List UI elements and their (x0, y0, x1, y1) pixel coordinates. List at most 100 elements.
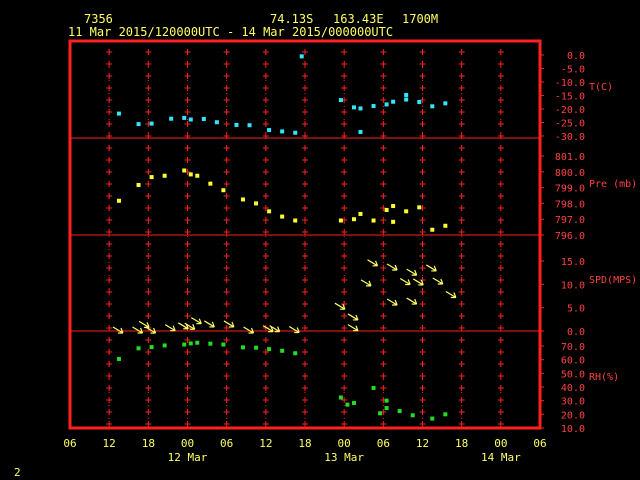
wind-arrow (132, 326, 144, 334)
rh-point (116, 356, 121, 361)
pressure-point (188, 172, 193, 177)
wind-arrow (145, 326, 157, 334)
rh-point (384, 406, 389, 411)
latitude: 74.13S (270, 12, 314, 26)
panel-label: T(C) (589, 82, 613, 93)
x-tick-label: 18 (455, 437, 468, 450)
y-tick-label: -20.0 (555, 105, 585, 116)
wind-arrow (269, 325, 281, 333)
pressure-point (384, 207, 389, 212)
temp-point (149, 121, 154, 126)
pressure-point (208, 181, 213, 186)
y-tick-label: -30.0 (555, 132, 585, 143)
rh-point (195, 340, 200, 345)
rh-point (182, 342, 187, 347)
pressure-point (391, 204, 396, 209)
rh-point (149, 345, 154, 350)
temp-point (358, 106, 363, 111)
wind-arrow (243, 326, 255, 334)
pressure-point (417, 205, 422, 210)
wind-arrow (399, 277, 411, 286)
temp-point (404, 92, 409, 97)
longitude: 163.43E (333, 12, 384, 26)
y-tick-label: 30.0 (561, 397, 585, 408)
x-tick-label: 00 (494, 437, 507, 450)
y-tick-label: -15.0 (555, 92, 585, 103)
temp-point (293, 130, 298, 135)
wind-arrow (164, 324, 176, 332)
temp-point (182, 115, 187, 120)
rh-point (410, 413, 415, 418)
pressure-point (267, 209, 272, 214)
y-tick-label: 0.0 (567, 51, 585, 62)
y-tick-label: 799.0 (555, 184, 585, 195)
wind-arrow (367, 259, 379, 267)
rh-point (240, 345, 245, 350)
wind-arrow (112, 326, 124, 334)
y-tick-label: -25.0 (555, 119, 585, 130)
temp-point (214, 120, 219, 125)
y-tick-label: 796.0 (555, 231, 585, 242)
wind-arrow (138, 320, 150, 328)
temp-point (417, 99, 422, 104)
wind-arrow (406, 297, 418, 305)
y-tick-label: 797.0 (555, 215, 585, 226)
wind-arrow (204, 320, 215, 328)
y-tick-label: 798.0 (555, 199, 585, 210)
x-tick-label: 06 (220, 437, 233, 450)
x-tick-label: 06 (533, 437, 546, 450)
pressure-point (195, 173, 200, 178)
temp-point (391, 99, 396, 104)
pressure-point (136, 182, 141, 187)
x-tick-label: 18 (298, 437, 311, 450)
rh-point (397, 409, 402, 414)
x-tick-label: 06 (377, 437, 390, 450)
wind-arrow (223, 320, 235, 328)
wind-arrow (412, 278, 424, 286)
wind-arrow (262, 325, 274, 333)
pressure-point (404, 209, 409, 214)
temp-point (280, 129, 285, 134)
y-tick-label: 10.0 (561, 280, 585, 291)
y-tick-label: 801.0 (555, 152, 585, 163)
y-tick-label: 800.0 (555, 168, 585, 179)
wind-arrow (386, 263, 398, 271)
date-label: 13 Mar (324, 451, 364, 464)
temp-point (247, 123, 252, 128)
rh-point (371, 385, 376, 390)
wind-arrow (347, 324, 359, 332)
rh-point (351, 400, 356, 405)
temp-point (351, 105, 356, 110)
pressure-point (430, 227, 435, 232)
pressure-point (293, 218, 298, 223)
wind-arrow (190, 317, 202, 325)
y-tick-label: -10.0 (555, 78, 585, 89)
y-tick-label: 60.0 (561, 356, 585, 367)
pressure-point (358, 211, 363, 216)
x-tick-label: 06 (63, 437, 76, 450)
wind-arrow (445, 291, 457, 299)
rh-point (378, 411, 383, 416)
pressure-point (371, 218, 376, 223)
wind-arrow (386, 298, 398, 306)
pressure-point (351, 217, 356, 222)
page-number: 2 (14, 466, 21, 479)
x-tick-label: 12 (103, 437, 116, 450)
rh-point (221, 342, 226, 347)
station-id: 7356 (84, 12, 113, 26)
rh-point (280, 348, 285, 353)
pressure-point (162, 173, 167, 178)
y-tick-label: 10.0 (561, 424, 585, 435)
rh-point (267, 347, 272, 352)
temp-point (430, 104, 435, 109)
temp-point (267, 128, 272, 133)
wind-arrow (406, 268, 418, 276)
temp-point (299, 54, 304, 59)
rh-point (254, 345, 259, 350)
temp-point (358, 129, 363, 134)
temp-point (338, 98, 343, 103)
pressure-point (116, 198, 121, 203)
wind-arrow (334, 302, 346, 310)
temp-point (136, 122, 141, 127)
temp-point (404, 97, 409, 102)
